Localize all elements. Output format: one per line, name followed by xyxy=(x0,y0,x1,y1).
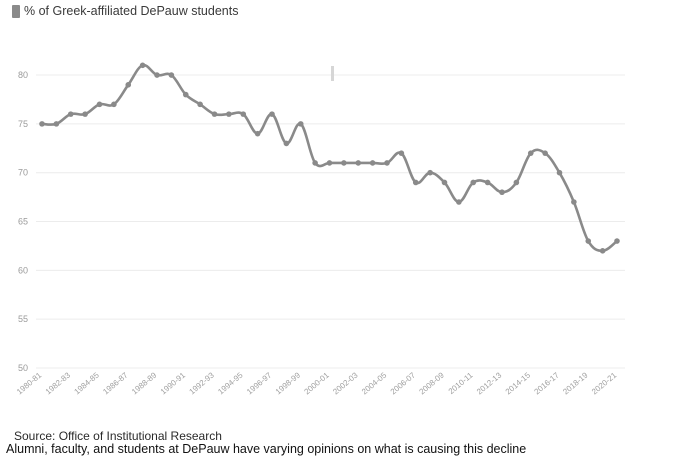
data-point[interactable] xyxy=(384,160,390,166)
data-point[interactable] xyxy=(326,160,333,166)
x-tick-label: 1992-93 xyxy=(188,370,217,396)
x-tick-label: 2014-15 xyxy=(504,370,533,396)
data-point[interactable] xyxy=(254,130,261,137)
x-tick-label: 1996-97 xyxy=(245,370,274,396)
data-point[interactable] xyxy=(226,111,232,117)
data-point[interactable] xyxy=(614,238,620,244)
y-tick-label: 55 xyxy=(18,314,28,324)
data-point[interactable] xyxy=(139,62,146,69)
x-tick-label: 2004-05 xyxy=(360,370,389,396)
data-point[interactable] xyxy=(283,140,290,147)
x-tick-label: 1988-89 xyxy=(130,370,159,396)
data-point[interactable] xyxy=(182,91,189,98)
x-tick-label: 2010-11 xyxy=(447,370,475,396)
data-point[interactable] xyxy=(297,121,304,127)
data-point[interactable] xyxy=(484,179,491,186)
article-caption: Alumni, faculty, and students at DePauw … xyxy=(6,442,527,456)
data-point[interactable] xyxy=(125,82,132,88)
x-tick-label: 1986-87 xyxy=(101,370,130,396)
hover-marker xyxy=(331,66,334,81)
data-point[interactable] xyxy=(39,121,45,127)
x-tick-label: 2018-19 xyxy=(561,370,590,396)
x-tick-label: 2008-09 xyxy=(418,370,447,396)
data-point[interactable] xyxy=(82,111,88,117)
data-point[interactable] xyxy=(441,179,448,186)
x-tick-label: 2000-01 xyxy=(303,370,332,396)
data-point[interactable] xyxy=(111,101,117,108)
data-point[interactable] xyxy=(211,111,218,117)
line-chart: 50 55 60 65 70 75 80 1980-81 1982-83 1984-85 1986-… xyxy=(15,62,625,396)
data-point[interactable] xyxy=(269,111,275,117)
x-tick-label: 1984-85 xyxy=(73,370,102,396)
data-point[interactable] xyxy=(369,160,376,166)
data-point[interactable] xyxy=(556,169,563,176)
data-point[interactable] xyxy=(341,160,347,166)
y-tick-label: 65 xyxy=(18,217,28,227)
x-tick-label: 2006-07 xyxy=(389,370,418,396)
y-tick-label: 60 xyxy=(18,265,28,275)
data-point[interactable] xyxy=(154,72,160,78)
x-tick-label: 1994-95 xyxy=(216,370,245,396)
y-tick-label: 80 xyxy=(18,70,28,80)
x-tick-label: 2002-03 xyxy=(331,370,360,396)
x-tick-label: 2020-21 xyxy=(590,370,619,396)
data-point[interactable] xyxy=(571,199,577,205)
x-tick-label: 1990-91 xyxy=(159,370,188,396)
data-point[interactable] xyxy=(398,150,405,156)
data-point[interactable] xyxy=(96,101,103,108)
data-point[interactable] xyxy=(168,72,175,78)
data-point[interactable] xyxy=(499,189,505,196)
y-tick-label: 50 xyxy=(18,363,28,373)
data-point[interactable] xyxy=(513,179,520,186)
x-tick-label: 1980-81 xyxy=(15,370,44,396)
data-point[interactable] xyxy=(53,121,60,127)
legend-label: % of Greek-affiliated DePauw students xyxy=(24,4,239,18)
data-point[interactable] xyxy=(585,238,592,244)
data-point[interactable] xyxy=(67,111,74,117)
data-point[interactable] xyxy=(312,160,318,166)
series-line xyxy=(40,63,619,253)
data-point[interactable] xyxy=(456,199,462,205)
source-note: Source: Office of Institutional Research xyxy=(14,429,222,443)
x-tick-label: 2012-13 xyxy=(475,370,504,396)
x-tick-label: 1998-99 xyxy=(274,370,303,396)
data-point[interactable] xyxy=(470,179,477,186)
legend-swatch xyxy=(12,4,20,18)
data-point[interactable] xyxy=(240,111,247,117)
x-tick-label: 1982-83 xyxy=(44,370,73,396)
data-point[interactable] xyxy=(542,150,548,156)
data-point[interactable] xyxy=(427,169,433,176)
chart-legend: % of Greek-affiliated DePauw students xyxy=(12,3,238,19)
data-point[interactable] xyxy=(599,248,606,254)
data-point[interactable] xyxy=(197,101,203,108)
data-point[interactable] xyxy=(355,160,362,166)
data-point[interactable] xyxy=(412,179,419,186)
x-tick-label: 2016-17 xyxy=(533,370,562,396)
data-point[interactable] xyxy=(527,150,534,156)
y-tick-label: 75 xyxy=(18,119,28,129)
y-tick-label: 70 xyxy=(18,168,28,178)
